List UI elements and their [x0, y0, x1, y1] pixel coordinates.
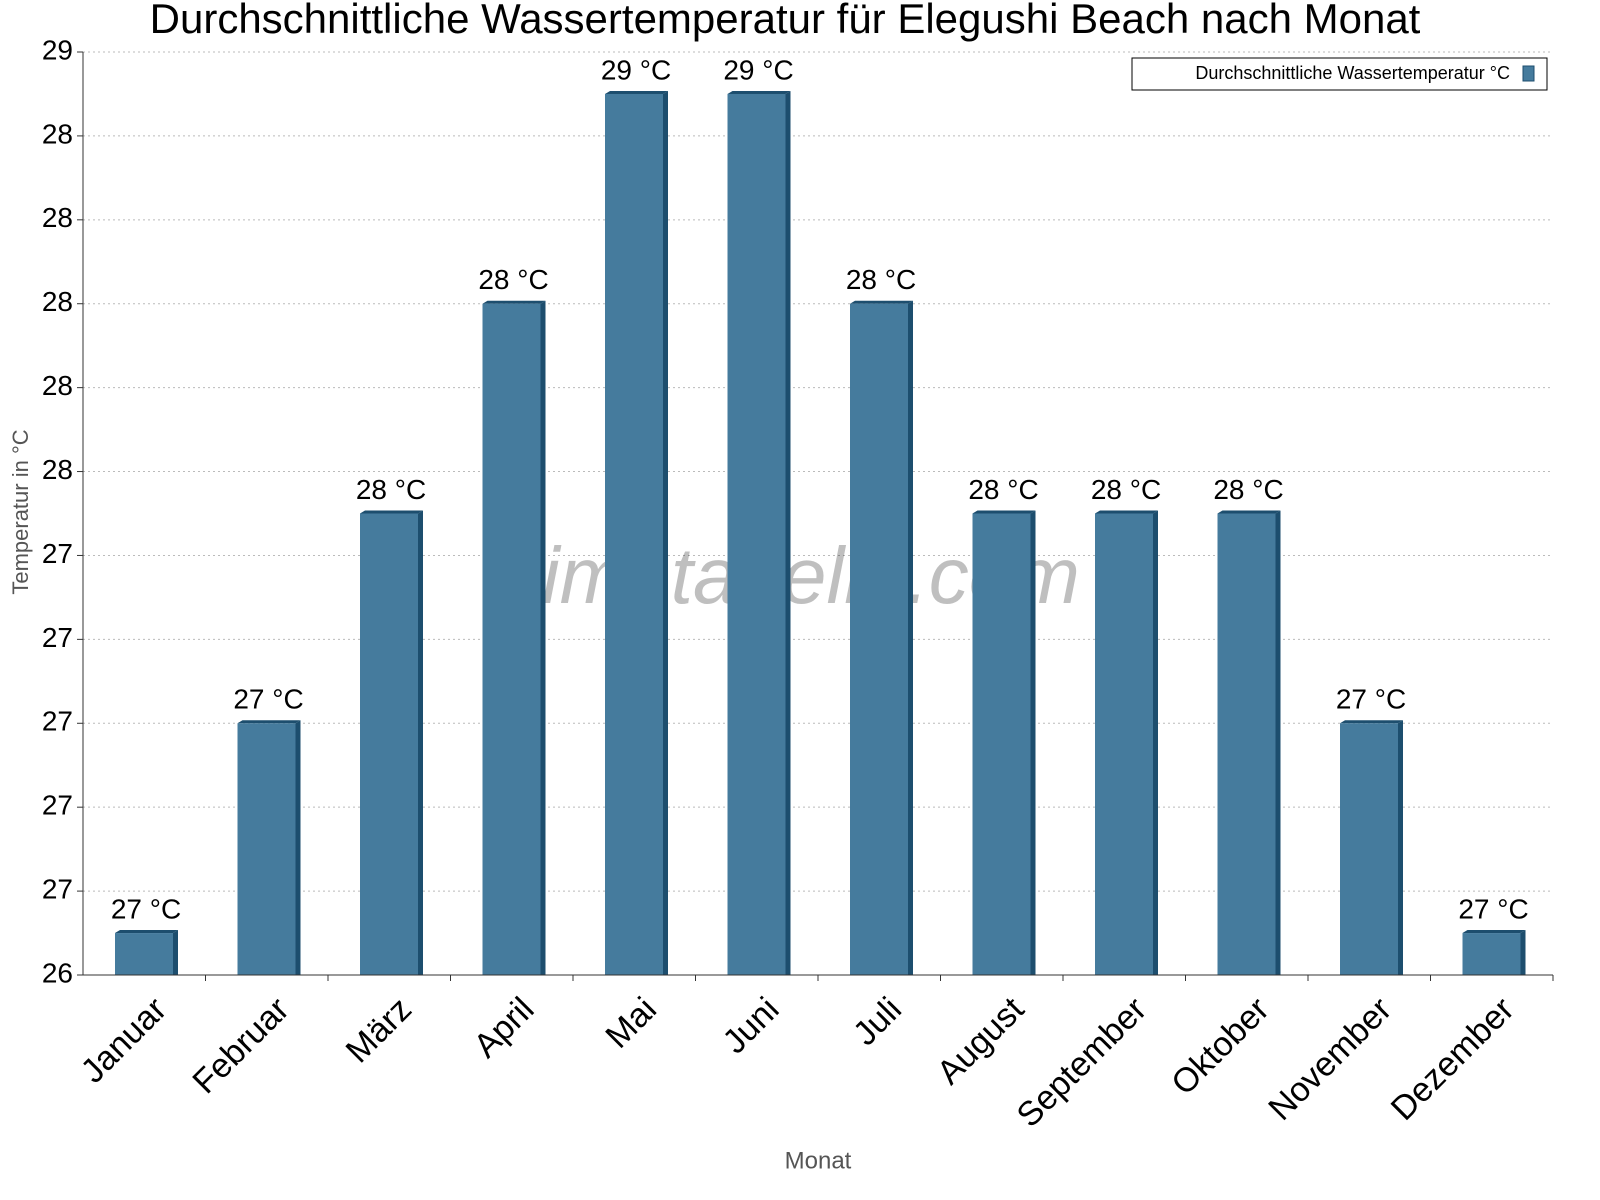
y-tick-label: 28 — [42, 370, 73, 401]
y-tick-label: 28 — [42, 286, 73, 317]
chart-title: Durchschnittliche Wassertemperatur für E… — [150, 0, 1421, 42]
bar — [1340, 723, 1398, 975]
y-tick-label: 27 — [42, 622, 73, 653]
bar-top — [237, 720, 301, 724]
bar-top — [1095, 510, 1158, 514]
y-tick-label: 27 — [42, 873, 73, 904]
bar — [115, 933, 173, 975]
bar-side — [173, 930, 178, 975]
bar-side — [1520, 930, 1526, 975]
data-label: 28 °C — [478, 264, 548, 295]
bar — [1462, 933, 1521, 975]
bar-top — [727, 90, 791, 94]
bar-side — [908, 300, 913, 975]
bar-top — [1462, 930, 1526, 934]
bar — [1217, 513, 1276, 975]
bar-top — [605, 90, 668, 94]
bar — [972, 513, 1031, 975]
y-axis-label: Temperatur in °C — [8, 429, 33, 594]
data-label: 27 °C — [1458, 893, 1528, 924]
y-tick-label: 27 — [42, 790, 73, 821]
bar — [1095, 513, 1153, 975]
y-tick-label: 28 — [42, 118, 73, 149]
bar-side — [295, 720, 301, 975]
data-label: 28 °C — [1091, 474, 1161, 505]
bar-top — [115, 930, 178, 934]
y-tick-label: 27 — [42, 706, 73, 737]
bar — [482, 303, 541, 975]
bar-top — [972, 510, 1036, 514]
legend-swatch — [1522, 65, 1535, 82]
bar-top — [850, 300, 913, 304]
bar — [605, 93, 663, 976]
bar-top — [1340, 720, 1403, 724]
data-label: 27 °C — [233, 684, 303, 715]
data-label: 29 °C — [601, 54, 671, 85]
bar-top — [482, 300, 546, 304]
y-tick-label: 28 — [42, 454, 73, 485]
y-tick-label: 26 — [42, 957, 73, 988]
bar-top — [360, 510, 423, 514]
data-label: 28 °C — [846, 264, 916, 295]
bar-side — [1398, 720, 1403, 975]
y-tick-label: 27 — [42, 538, 73, 569]
bar — [850, 303, 908, 975]
bar-side — [1030, 510, 1036, 975]
data-label: 29 °C — [723, 54, 793, 85]
bar — [727, 93, 786, 976]
data-label: 28 °C — [356, 474, 426, 505]
legend-box — [1131, 57, 1548, 91]
bar-side — [1153, 510, 1158, 975]
y-tick-label: 29 — [42, 34, 73, 65]
data-label: 27 °C — [111, 893, 181, 924]
data-label: 28 °C — [968, 474, 1038, 505]
y-tick-label: 28 — [42, 202, 73, 233]
bar-side — [540, 300, 546, 975]
bar-side — [663, 90, 668, 976]
bar-side — [785, 90, 791, 976]
x-axis-label: Monat — [785, 1147, 852, 1174]
bar — [237, 723, 296, 975]
bar-top — [1217, 510, 1281, 514]
bar-side — [418, 510, 423, 975]
bar — [360, 513, 418, 975]
data-label: 27 °C — [1336, 684, 1406, 715]
legend-label: Durchschnittliche Wassertemperatur °C — [1195, 63, 1510, 83]
data-label: 28 °C — [1213, 474, 1283, 505]
bar-side — [1275, 510, 1281, 975]
